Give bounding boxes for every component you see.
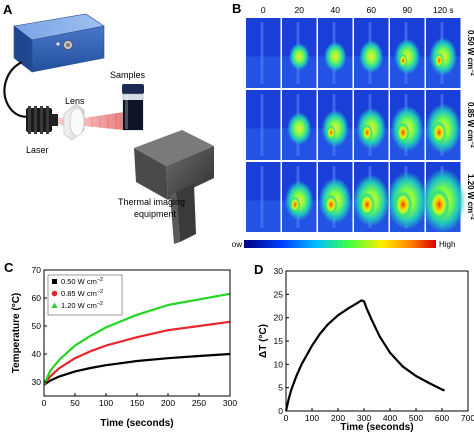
thermal-label-line2: equipment xyxy=(134,209,177,219)
thermal-image-cell xyxy=(318,162,353,232)
series-line xyxy=(43,352,231,386)
legend-label: 1.20 W cm−2 xyxy=(61,301,103,310)
time-label: 20 xyxy=(295,5,305,15)
legend-marker xyxy=(51,290,58,297)
panel-c-letter: C xyxy=(4,260,14,275)
series-line xyxy=(43,320,231,386)
x-tick-label: 200 xyxy=(161,398,175,408)
thermal-image-cell xyxy=(354,90,389,160)
temperature-chart: C 0 50 100 150 200 250 300 30 40 50 60 70 0.50 W cm… xyxy=(4,260,237,429)
chart-c-xlabel: Time (seconds) xyxy=(100,418,173,429)
y-tick-label: 25 xyxy=(274,289,284,299)
setup-illustration: A Laser Lens xyxy=(3,2,214,244)
laser-head xyxy=(26,106,58,134)
x-tick-label: 50 xyxy=(70,398,80,408)
thermal-image-cell xyxy=(390,18,425,88)
thermal-image-cell xyxy=(246,90,281,160)
x-tick-label: 600 xyxy=(435,413,449,423)
panel-a: A Laser Lens xyxy=(0,0,240,255)
x-tick-label: 0 xyxy=(284,413,289,423)
colorbar-high-label: High xyxy=(439,240,455,249)
y-tick-label: 40 xyxy=(32,349,42,359)
panel-b: B 0 20 40 60 90 120 s 0.50 W cm−2 0.85 W cm−2 1… xyxy=(227,0,474,258)
delta-t-chart: D 0 100 200 300 400 500 600 700 0 5 10 15 20 25 30 Tim… xyxy=(254,262,474,433)
thermal-image-cell xyxy=(282,18,317,88)
lens xyxy=(63,103,85,141)
legend-label: 0.50 W cm−2 xyxy=(61,277,103,286)
time-label: 40 xyxy=(331,5,341,15)
x-tick-label: 700 xyxy=(461,413,474,423)
legend-marker xyxy=(51,302,58,308)
colorbar-low-label: Low xyxy=(232,240,242,249)
chart-c-legend: 0.50 W cm−2 0.85 W cm−2 1.20 W cm−2 xyxy=(47,274,123,316)
power-density-label: 0.85 W cm−2 xyxy=(466,102,474,149)
thermal-colorbar xyxy=(244,240,436,248)
x-tick-label: 300 xyxy=(223,398,237,408)
thermal-image-cell xyxy=(390,90,425,160)
legend-marker xyxy=(52,279,57,284)
y-tick-label: 20 xyxy=(274,313,284,323)
laser-beam-out xyxy=(84,112,124,130)
chart-c-ylabel: Temperature (°C) xyxy=(11,293,22,374)
series-line xyxy=(42,292,231,386)
sample-vial xyxy=(122,84,144,131)
x-tick-label: 100 xyxy=(99,398,113,408)
y-tick-label: 30 xyxy=(32,377,42,387)
thermal-image-cell xyxy=(246,162,281,232)
thermal-image-cell xyxy=(420,162,466,233)
time-label: 60 xyxy=(367,5,377,15)
thermal-image-cell xyxy=(426,18,461,88)
thermal-camera xyxy=(134,130,214,244)
x-tick-label: 200 xyxy=(331,413,345,423)
panel-b-letter: B xyxy=(232,1,241,16)
x-tick-label: 500 xyxy=(409,413,423,423)
lens-label: Lens xyxy=(65,96,85,106)
laser-controller-box xyxy=(13,13,105,73)
y-tick-label: 5 xyxy=(278,383,283,393)
thermal-image-cell xyxy=(425,90,462,160)
y-tick-label: 50 xyxy=(32,321,42,331)
thermal-image-grid: B 0 20 40 60 90 120 s 0.50 W cm−2 0.85 W cm−2 1… xyxy=(227,1,474,249)
beam-stripes xyxy=(91,113,117,130)
panel-d: D 0 100 200 300 400 500 600 700 0 5 10 15 20 25 30 Tim… xyxy=(244,258,474,434)
y-tick-label: 0 xyxy=(278,406,283,416)
power-density-label: 0.50 W cm−2 xyxy=(466,30,474,77)
chart-d-xlabel: Time (seconds) xyxy=(340,422,413,433)
panel-d-letter: D xyxy=(254,262,263,277)
panel-a-letter: A xyxy=(3,2,13,17)
thermal-image-cell xyxy=(246,18,281,88)
y-tick-label: 30 xyxy=(274,266,284,276)
x-tick-label: 150 xyxy=(130,398,144,408)
x-tick-label: 250 xyxy=(192,398,206,408)
time-label: 90 xyxy=(403,5,413,15)
laser-cable xyxy=(3,61,31,118)
x-tick-label: 0 xyxy=(42,398,47,408)
thermal-image-cell xyxy=(282,162,317,232)
panel-c: C 0 50 100 150 200 250 300 30 40 50 60 70 0.50 W cm… xyxy=(0,258,240,434)
thermal-image-cell xyxy=(354,18,389,88)
time-label: 120 s xyxy=(433,5,454,15)
samples-label: Samples xyxy=(110,70,146,80)
thermal-image-cell xyxy=(386,162,428,232)
thermal-label-line1: Thermal imaging xyxy=(118,197,185,207)
thermal-image-cell xyxy=(282,90,317,160)
chart-d-ylabel: ΔT (°C) xyxy=(258,324,269,358)
thermal-image-cell xyxy=(318,90,353,160)
y-tick-label: 60 xyxy=(32,293,42,303)
thermal-image-cell xyxy=(318,18,353,88)
x-tick-label: 300 xyxy=(357,413,371,423)
time-label: 0 xyxy=(261,5,266,15)
y-tick-label: 15 xyxy=(274,336,284,346)
thermal-image-cell xyxy=(352,162,390,232)
legend-label: 0.85 W cm−2 xyxy=(61,289,103,298)
laser-label: Laser xyxy=(26,145,49,155)
series-line xyxy=(284,299,445,412)
legend-box xyxy=(47,274,123,316)
x-tick-label: 100 xyxy=(305,413,319,423)
power-density-label: 1.20 W cm−2 xyxy=(466,174,474,221)
y-tick-label: 70 xyxy=(32,265,42,275)
x-tick-label: 400 xyxy=(383,413,397,423)
y-tick-label: 10 xyxy=(274,359,284,369)
